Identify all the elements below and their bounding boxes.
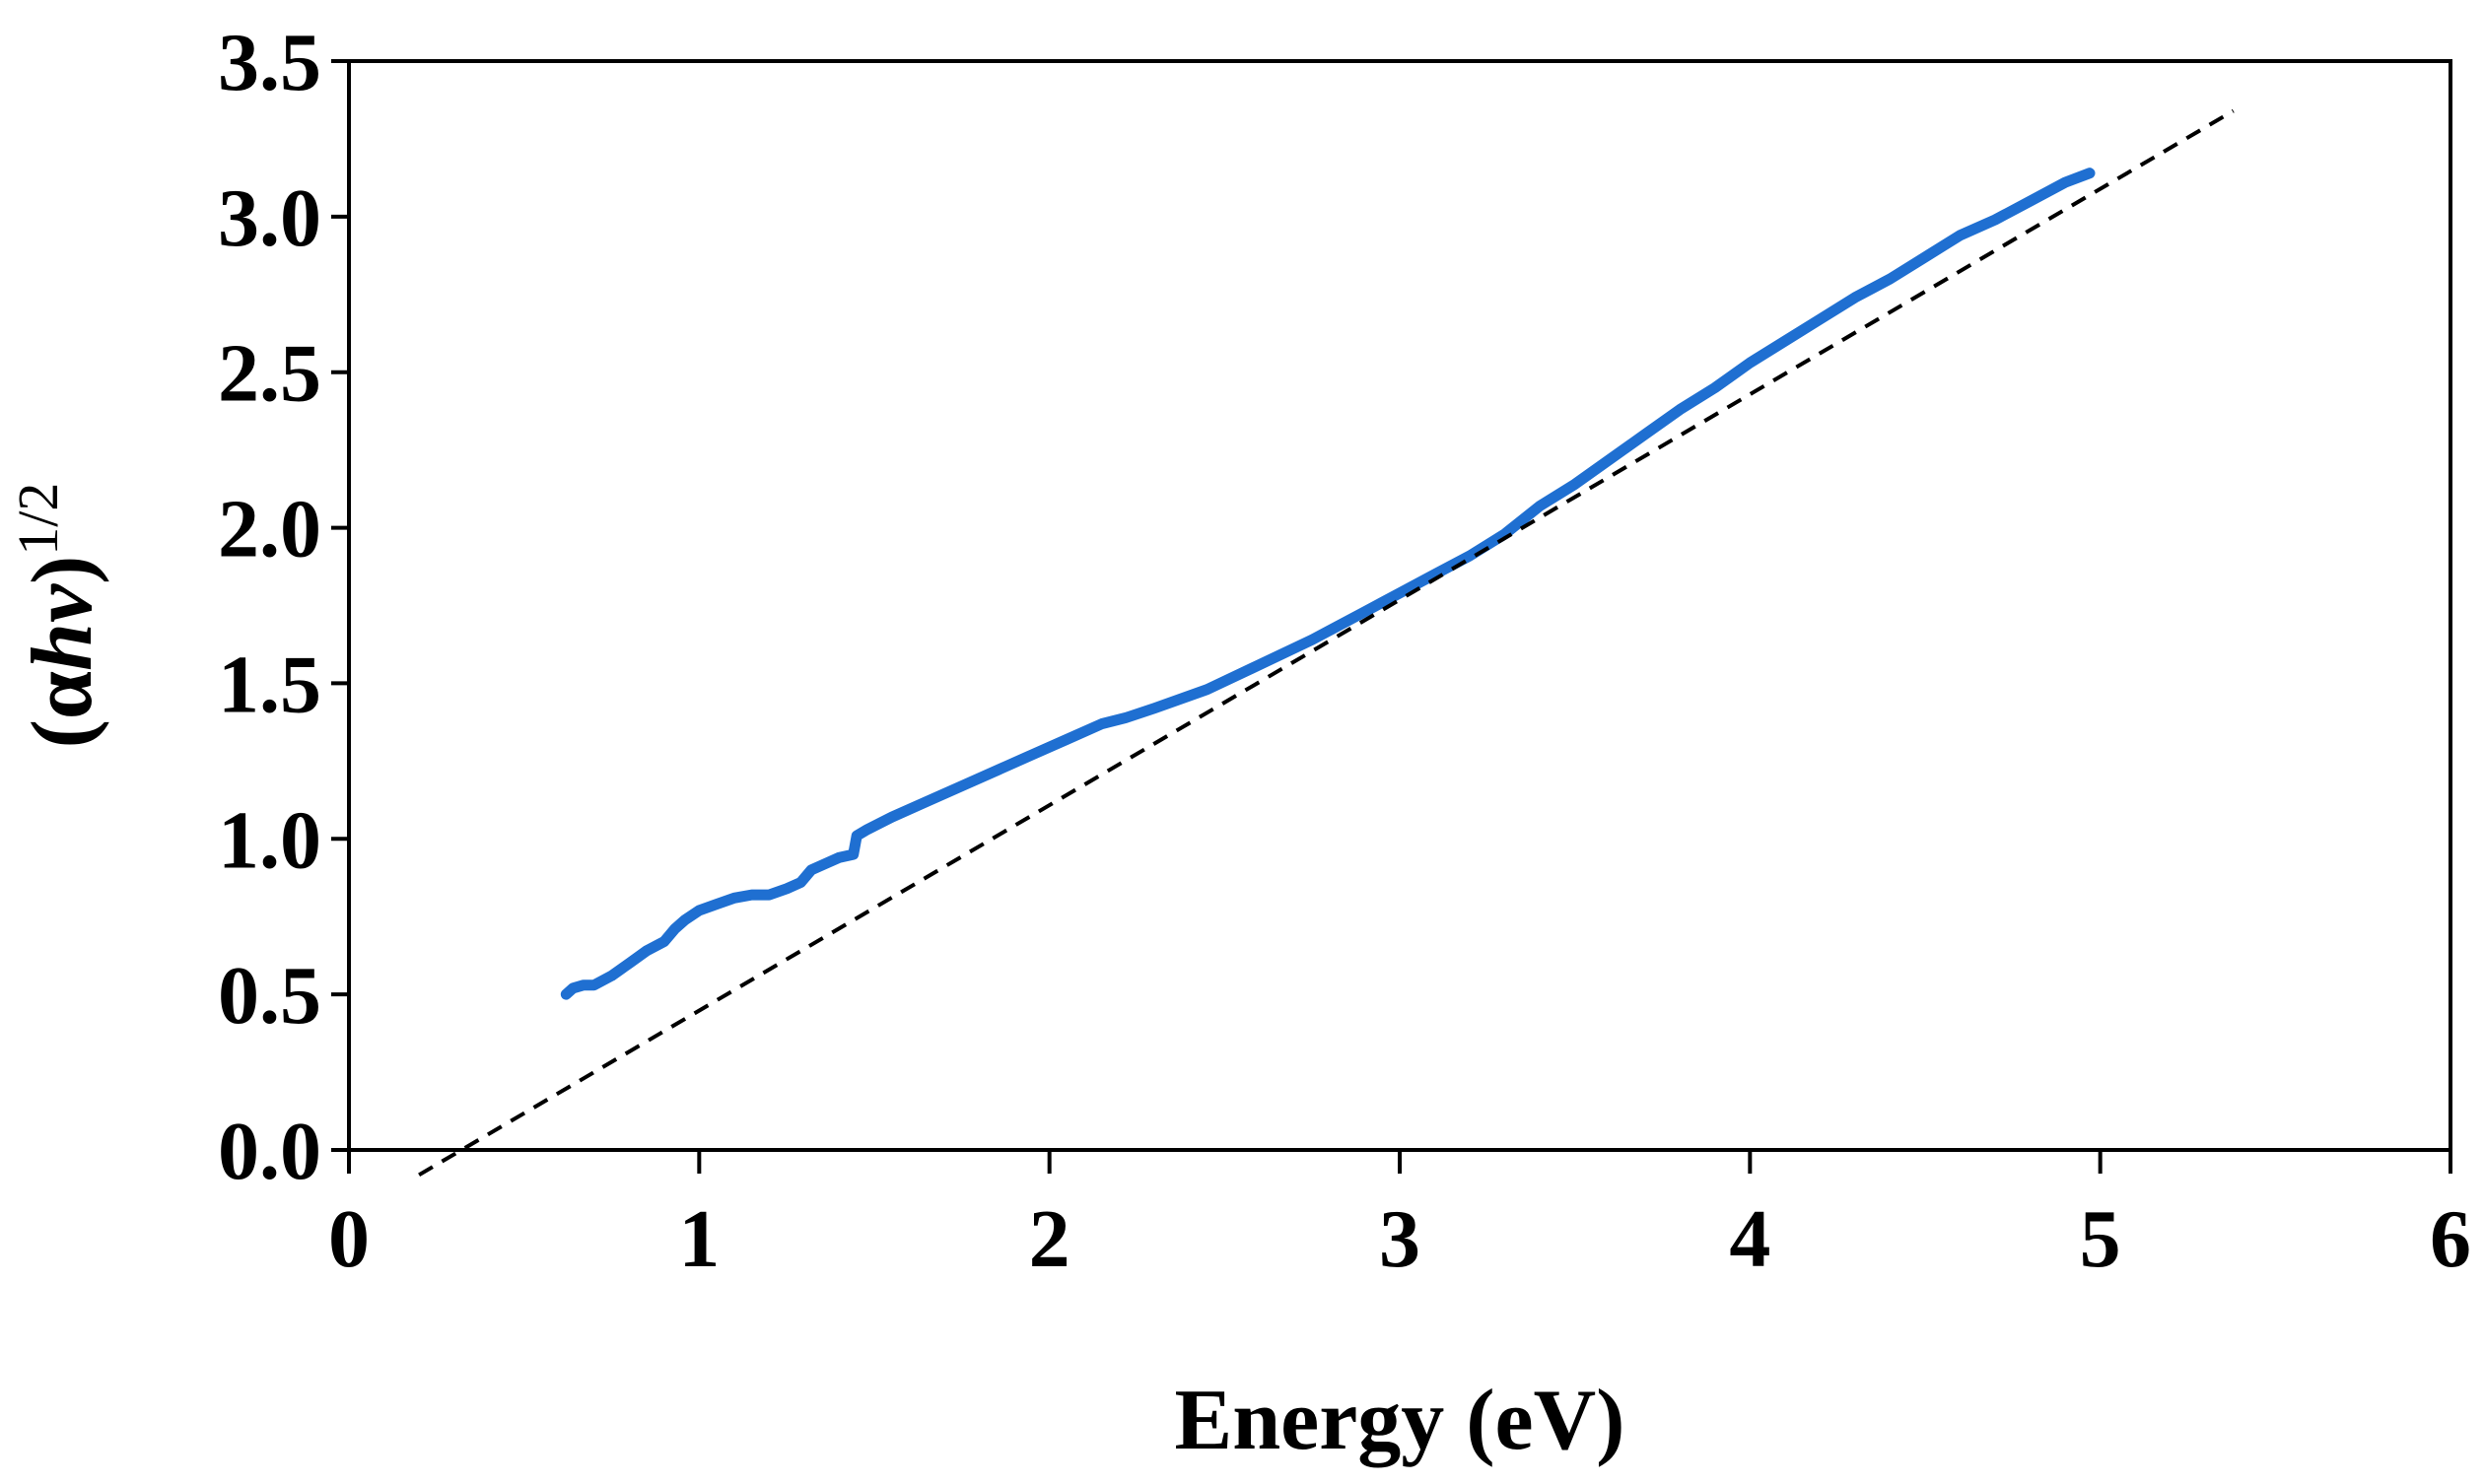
y-axis-title: (αhv)1/2	[6, 483, 110, 749]
series-layer	[418, 108, 2235, 1178]
y-axis-title-italic: hv	[15, 583, 110, 671]
x-tick-label: 0	[328, 1193, 370, 1285]
y-tick-label: 2.5	[218, 328, 321, 420]
data-line	[560, 168, 2096, 1000]
y-axis-title-open: (α	[15, 671, 110, 748]
x-tick-label: 4	[1729, 1193, 1770, 1285]
x-tick-label: 6	[2430, 1193, 2471, 1285]
y-axis-title-close: )	[15, 556, 110, 584]
y-axis-ticks: 0.0 0.5 1.0 1.5 2.0 2.5 3.0 3.5	[218, 17, 349, 1197]
y-tick-label: 0.0	[218, 1106, 321, 1197]
x-tick-label: 3	[1379, 1193, 1420, 1285]
y-tick-label: 1.0	[218, 794, 321, 886]
plot-frame	[347, 59, 2452, 1152]
y-tick-label: 3.5	[218, 17, 321, 108]
y-tick-label: 2.0	[218, 484, 321, 575]
x-axis-title: Energy (eV)	[1175, 1373, 1625, 1468]
y-axis-title-superscript: 1/2	[6, 483, 70, 556]
x-tick-label: 5	[2080, 1193, 2121, 1285]
fit-line	[418, 108, 2235, 1178]
plot-area	[347, 59, 2452, 1152]
x-tick-label: 2	[1029, 1193, 1070, 1285]
y-tick-label: 1.5	[218, 639, 321, 730]
y-tick-label: 0.5	[218, 950, 321, 1042]
x-axis-ticks: 0 1 2 3 4 5 6	[328, 1150, 2471, 1285]
x-tick-label: 1	[678, 1193, 720, 1285]
y-tick-label: 3.0	[218, 172, 321, 264]
